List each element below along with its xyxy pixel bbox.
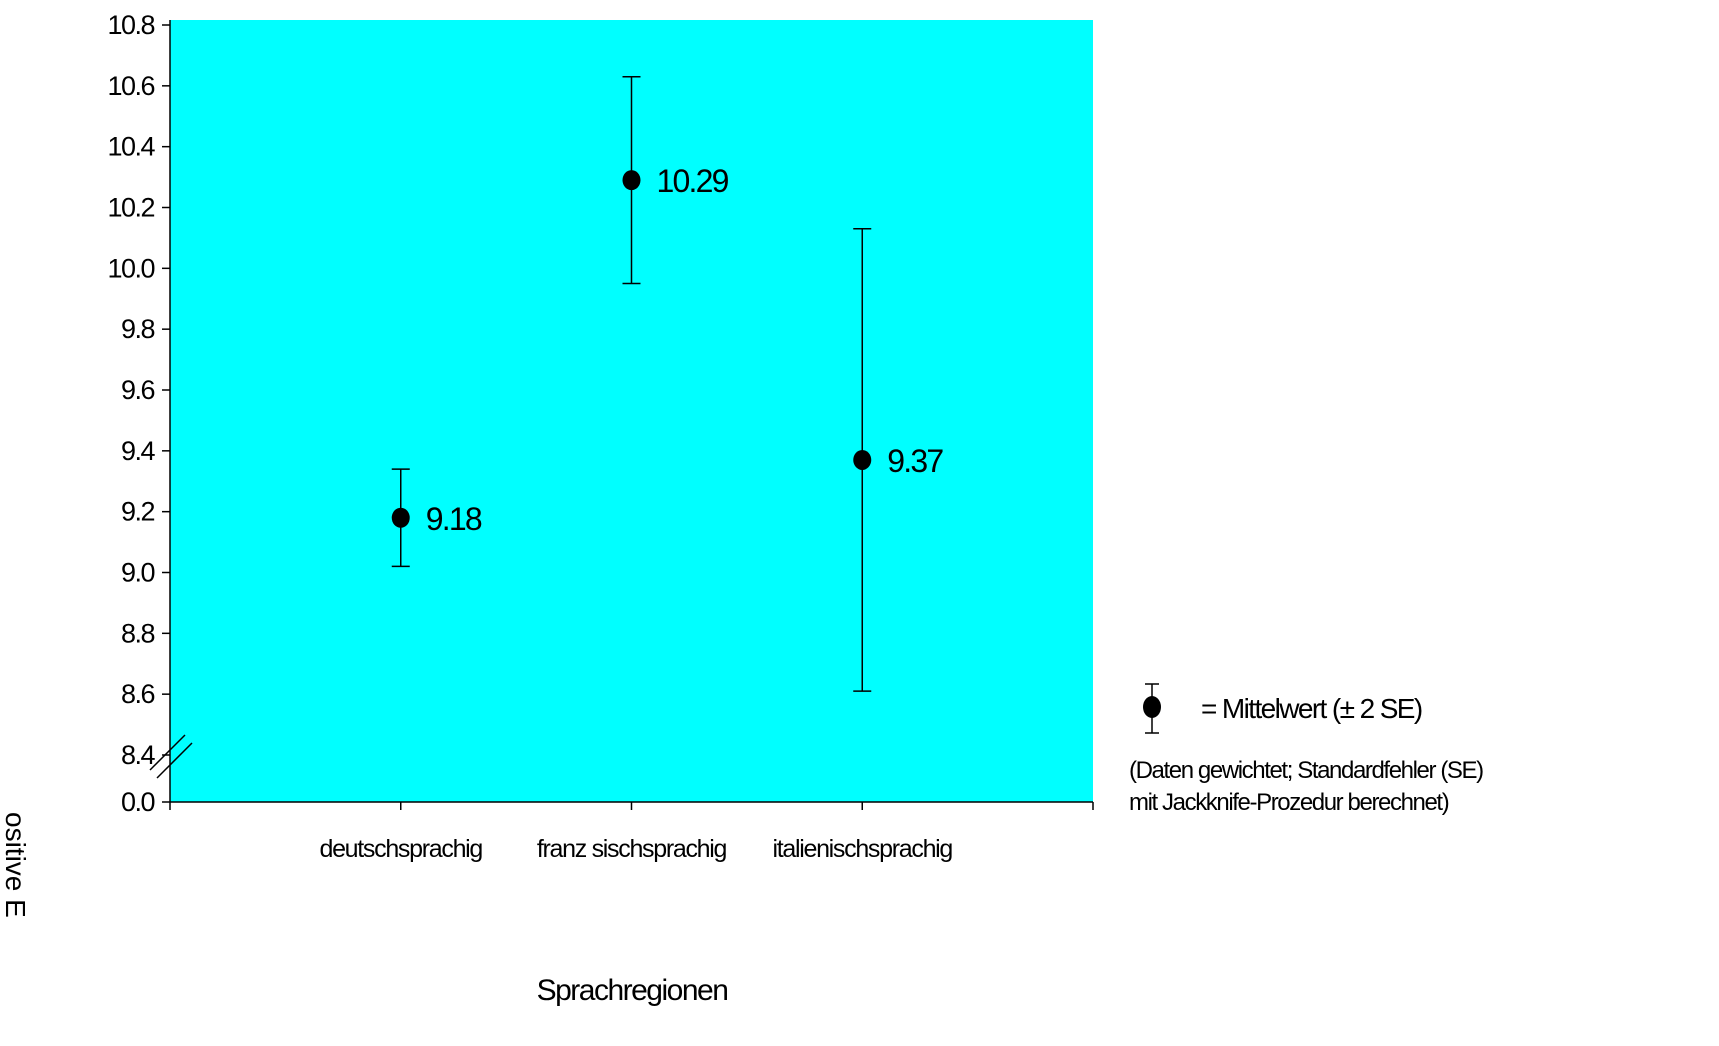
y-tick-label: 9.8 — [121, 314, 155, 344]
y-tick-label: 9.6 — [121, 375, 155, 405]
mean-point — [622, 170, 641, 191]
legend-marker — [1143, 696, 1161, 718]
y-ticks: 0.0 8.4 8.6 8.8 9.0 9.2 9.4 9.6 9.8 10.0 10.2 10.4 1… — [107, 10, 170, 817]
y-tick-label: 10.2 — [107, 193, 154, 223]
y-tick-label: 8.4 — [121, 740, 156, 770]
x-axis-title: Sprachregionen — [537, 974, 728, 1007]
y-tick-label: 9.0 — [121, 558, 155, 588]
x-tick-label: franz sischsprachig — [537, 835, 727, 863]
mean-point — [391, 507, 410, 528]
y-tick-label: 8.6 — [121, 679, 155, 709]
data-marks: 9.18 10.29 9.37 — [391, 75, 945, 692]
legend-note-line2: mit Jackknife-Prozedur berechnet) — [1129, 789, 1449, 816]
legend: = Mittelwert (± 2 SE) (Daten gewichtet; … — [1129, 683, 1485, 816]
data-label: 10.29 — [657, 163, 729, 199]
x-tick-label: deutschsprachig — [319, 835, 482, 863]
y-axis-label-fragment: ositive E — [0, 812, 31, 918]
legend-note-line1: (Daten gewichtet; Standardfehler (SE) — [1129, 757, 1483, 784]
axis-break — [149, 734, 193, 779]
y-tick-label: 9.4 — [121, 436, 156, 466]
y-tick-label: 10.8 — [107, 10, 154, 40]
data-label: 9.37 — [887, 443, 943, 479]
y-tick-label: 10.6 — [107, 71, 154, 101]
y-tick-label: 10.0 — [107, 253, 154, 283]
y-tick-label: 0.0 — [121, 787, 155, 817]
mean-point — [853, 449, 872, 470]
data-label: 9.18 — [426, 501, 482, 537]
legend-label: = Mittelwert (± 2 SE) — [1201, 693, 1422, 724]
x-tick-label: italienischsprachig — [772, 835, 952, 863]
x-ticks: deutschsprachig franz sischsprachig italie… — [169, 802, 1094, 863]
y-tick-label: 10.4 — [107, 132, 155, 162]
y-tick-label: 9.2 — [121, 497, 155, 527]
y-tick-label: 8.8 — [121, 618, 155, 648]
